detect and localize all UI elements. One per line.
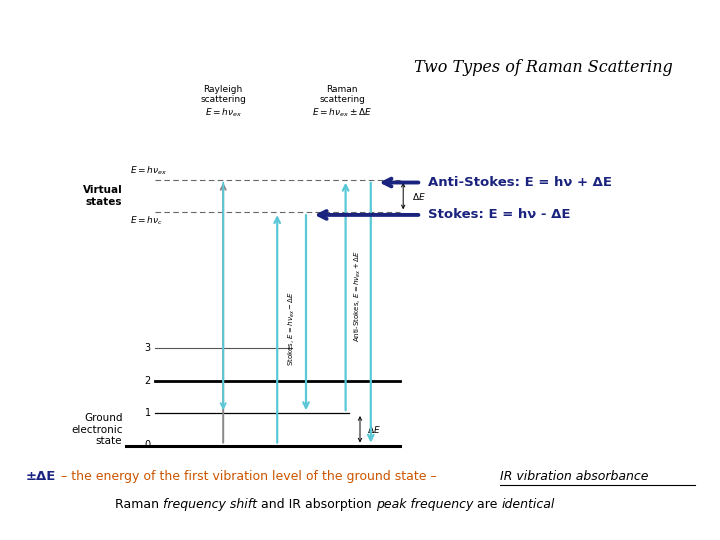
Text: $\Delta E$: $\Delta E$ bbox=[367, 424, 381, 435]
Text: $\Delta E$: $\Delta E$ bbox=[412, 191, 426, 201]
Text: 0: 0 bbox=[145, 441, 150, 450]
Text: are: are bbox=[473, 498, 502, 511]
Text: $E = h\nu_{c}$: $E = h\nu_{c}$ bbox=[130, 215, 163, 227]
Text: 1: 1 bbox=[145, 408, 150, 418]
Text: Raman: Raman bbox=[115, 498, 163, 511]
Text: ±ΔE: ±ΔE bbox=[25, 470, 55, 483]
Text: Stokes: E = hν - ΔE: Stokes: E = hν - ΔE bbox=[428, 208, 571, 221]
Text: identical: identical bbox=[502, 498, 555, 511]
Text: 3: 3 bbox=[145, 343, 150, 353]
Text: 2: 2 bbox=[145, 376, 150, 386]
Text: Anti-Stokes: E = hν + ΔE: Anti-Stokes: E = hν + ΔE bbox=[428, 176, 613, 189]
Text: Anti-Stokes, $E = h\nu_{ex} + \Delta E$: Anti-Stokes, $E = h\nu_{ex} + \Delta E$ bbox=[353, 251, 364, 342]
Text: Two Types of Raman Scattering: Two Types of Raman Scattering bbox=[414, 59, 673, 76]
Text: Rayleigh
scattering
$E = h\nu_{ex}$: Rayleigh scattering $E = h\nu_{ex}$ bbox=[200, 85, 246, 119]
Text: frequency shift: frequency shift bbox=[163, 498, 257, 511]
Text: Virtual
states: Virtual states bbox=[83, 185, 122, 207]
Text: $E = h\nu_{ex}$: $E = h\nu_{ex}$ bbox=[130, 165, 167, 177]
Text: Stokes, $E = h\nu_{ex} - \Delta E$: Stokes, $E = h\nu_{ex} - \Delta E$ bbox=[287, 291, 297, 367]
Text: Ground
electronic
state: Ground electronic state bbox=[71, 413, 122, 446]
Text: Raman
scattering
$E = h\nu_{ex} \pm \Delta E$: Raman scattering $E = h\nu_{ex} \pm \Del… bbox=[312, 85, 372, 119]
Text: IR vibration absorbance: IR vibration absorbance bbox=[500, 470, 649, 483]
Text: and IR absorption: and IR absorption bbox=[257, 498, 376, 511]
Text: – the energy of the first vibration level of the ground state –: – the energy of the first vibration leve… bbox=[61, 470, 437, 483]
Text: peak frequency: peak frequency bbox=[376, 498, 473, 511]
